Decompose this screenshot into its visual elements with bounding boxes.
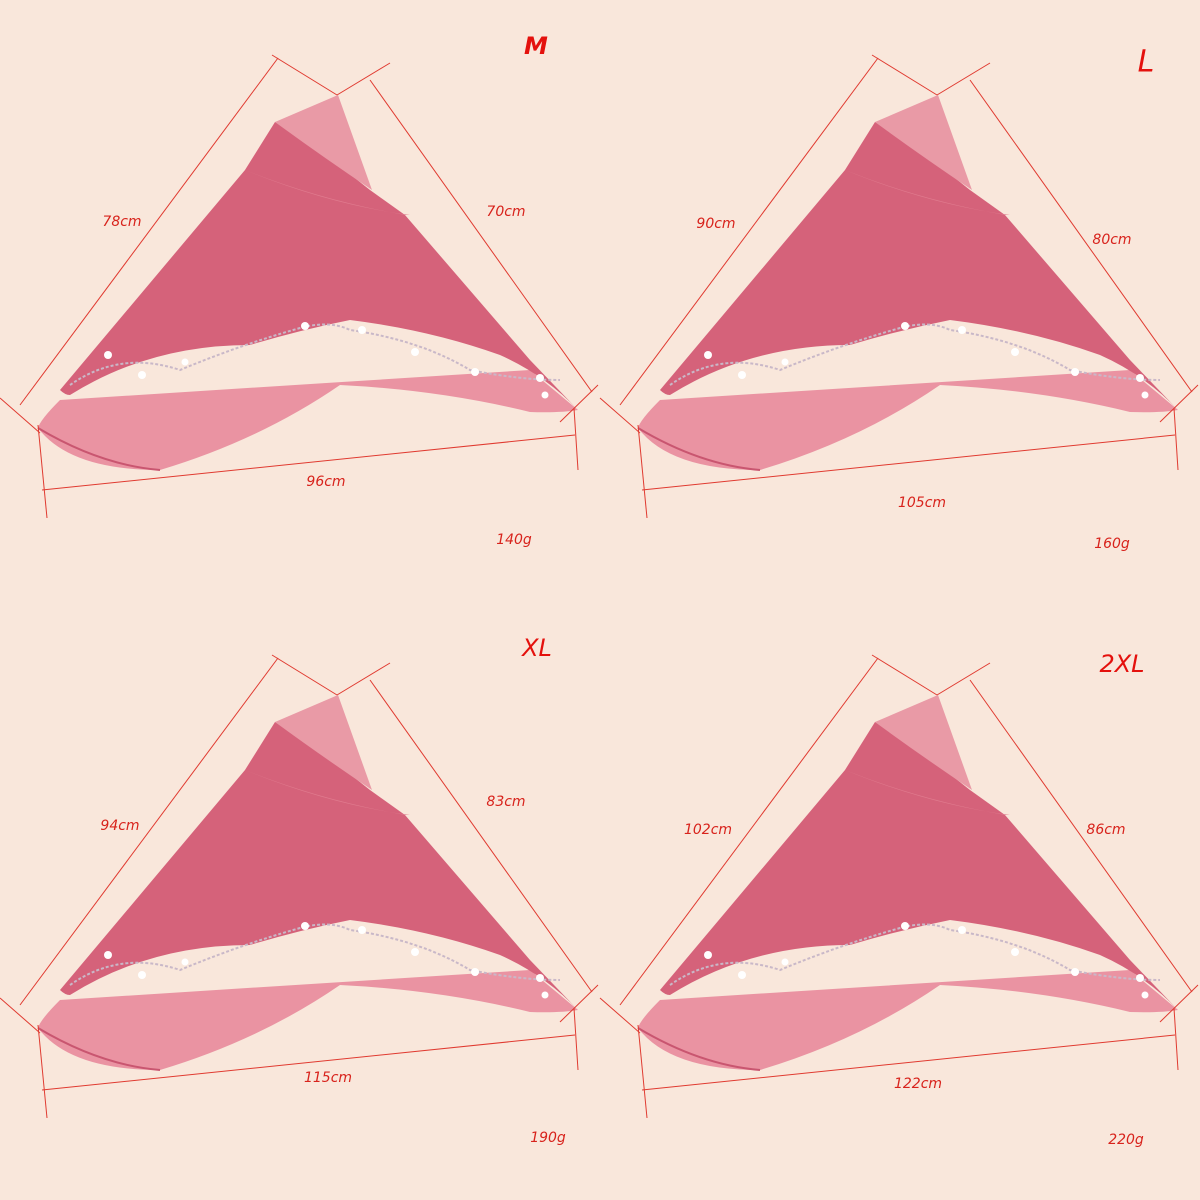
- panel-xl-drawing: [0, 654, 599, 1119]
- bottom-length-label: 96cm: [306, 474, 346, 490]
- left-length-label: 90cm: [696, 216, 736, 232]
- bottom-length-label: 115cm: [303, 1070, 353, 1086]
- size-label: M: [524, 32, 548, 60]
- left-length-label: 78cm: [102, 214, 142, 230]
- right-length-label: 70cm: [486, 204, 526, 220]
- weight-label: 140g: [496, 532, 532, 548]
- weight-label: 160g: [1094, 536, 1130, 552]
- weight-label: 220g: [1108, 1132, 1144, 1148]
- panel-l-drawing: [599, 54, 1199, 519]
- left-length-label: 102cm: [683, 822, 733, 838]
- bottom-length-label: 105cm: [897, 495, 947, 511]
- right-length-label: 80cm: [1092, 232, 1132, 248]
- bottom-length-label: 122cm: [893, 1076, 943, 1092]
- right-length-label: 83cm: [486, 794, 526, 810]
- size-label: XL: [522, 634, 552, 662]
- weight-label: 190g: [530, 1130, 566, 1146]
- size-label: 2XL: [1099, 650, 1145, 678]
- panel-m-drawing: [0, 54, 599, 519]
- right-length-label: 86cm: [1086, 822, 1126, 838]
- left-length-label: 94cm: [100, 818, 140, 834]
- panel-2xl-drawing: [599, 654, 1199, 1119]
- size-label: L: [1137, 44, 1155, 80]
